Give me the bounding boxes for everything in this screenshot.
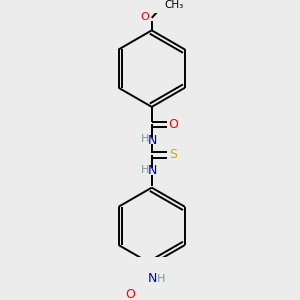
Text: N: N bbox=[148, 134, 157, 147]
Text: H: H bbox=[141, 164, 150, 175]
Text: S: S bbox=[169, 148, 177, 161]
Text: O: O bbox=[168, 118, 178, 131]
Text: N: N bbox=[148, 164, 157, 177]
Text: N: N bbox=[148, 272, 157, 285]
Text: CH₃: CH₃ bbox=[164, 0, 184, 10]
Text: H: H bbox=[141, 134, 150, 144]
Text: H: H bbox=[157, 274, 165, 284]
Text: O: O bbox=[125, 288, 135, 300]
Text: O: O bbox=[140, 13, 149, 22]
